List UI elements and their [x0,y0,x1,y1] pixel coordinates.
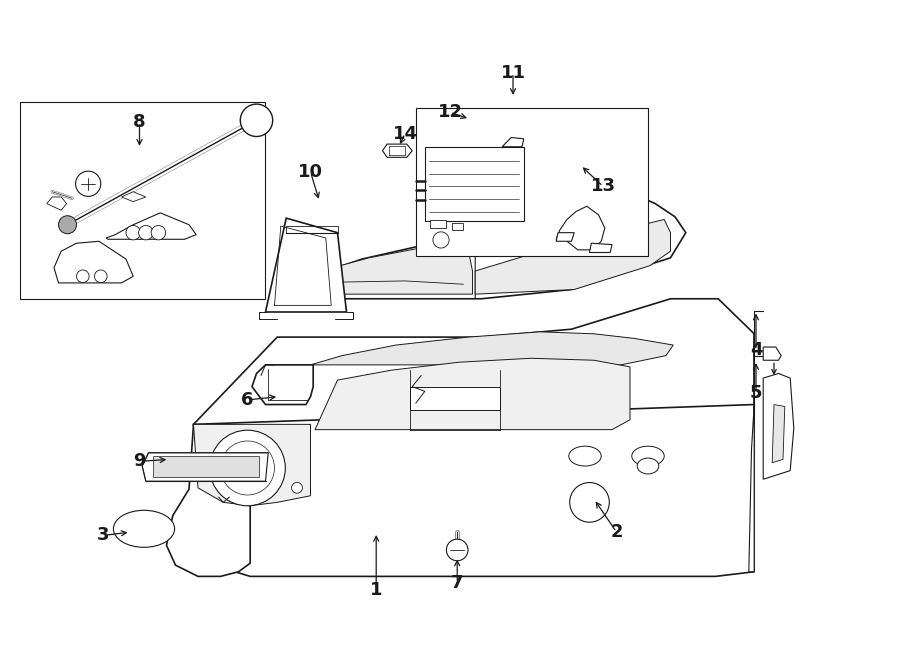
Polygon shape [106,213,196,239]
Polygon shape [410,387,500,410]
Text: 4: 4 [750,341,762,360]
Polygon shape [194,424,310,506]
Ellipse shape [569,446,601,466]
Polygon shape [772,405,785,463]
Circle shape [151,225,166,240]
Circle shape [94,270,107,283]
Polygon shape [382,144,412,157]
Polygon shape [166,424,250,576]
Polygon shape [194,299,754,476]
Circle shape [292,483,302,493]
Polygon shape [475,219,670,294]
Ellipse shape [570,483,609,522]
Text: 11: 11 [500,63,526,82]
Text: 10: 10 [298,163,323,181]
Circle shape [220,441,274,495]
Ellipse shape [637,458,659,474]
Text: 7: 7 [451,574,464,592]
Polygon shape [284,239,472,294]
Text: 2: 2 [610,523,623,541]
Polygon shape [277,200,686,299]
Bar [20,102,265,299]
Circle shape [240,104,273,137]
Polygon shape [763,373,794,479]
Text: 1: 1 [370,580,382,599]
Polygon shape [194,405,754,576]
Polygon shape [590,243,612,253]
Polygon shape [122,192,146,202]
Circle shape [126,225,140,240]
Polygon shape [142,453,268,481]
Polygon shape [425,147,524,221]
Circle shape [210,430,285,506]
Polygon shape [763,347,781,360]
Text: 13: 13 [590,177,616,196]
Bar [452,223,463,230]
Text: 14: 14 [392,124,418,143]
Polygon shape [502,137,524,147]
Circle shape [139,225,153,240]
Circle shape [76,171,101,196]
Text: 8: 8 [133,113,146,132]
Circle shape [433,232,449,248]
Polygon shape [266,218,346,312]
Text: 3: 3 [97,526,110,545]
Ellipse shape [632,446,664,466]
Text: 9: 9 [133,452,146,471]
Polygon shape [315,358,630,430]
Circle shape [58,215,76,234]
Circle shape [446,539,468,561]
Polygon shape [749,334,754,572]
Polygon shape [310,332,673,365]
Polygon shape [153,456,259,477]
Ellipse shape [113,510,175,547]
Polygon shape [252,365,313,405]
Polygon shape [556,233,574,241]
Bar [416,108,648,256]
Text: 6: 6 [241,391,254,409]
Polygon shape [47,197,67,210]
Text: 12: 12 [437,103,463,122]
Text: 5: 5 [750,384,762,403]
Circle shape [76,270,89,283]
Polygon shape [54,241,133,283]
Bar [430,220,446,228]
